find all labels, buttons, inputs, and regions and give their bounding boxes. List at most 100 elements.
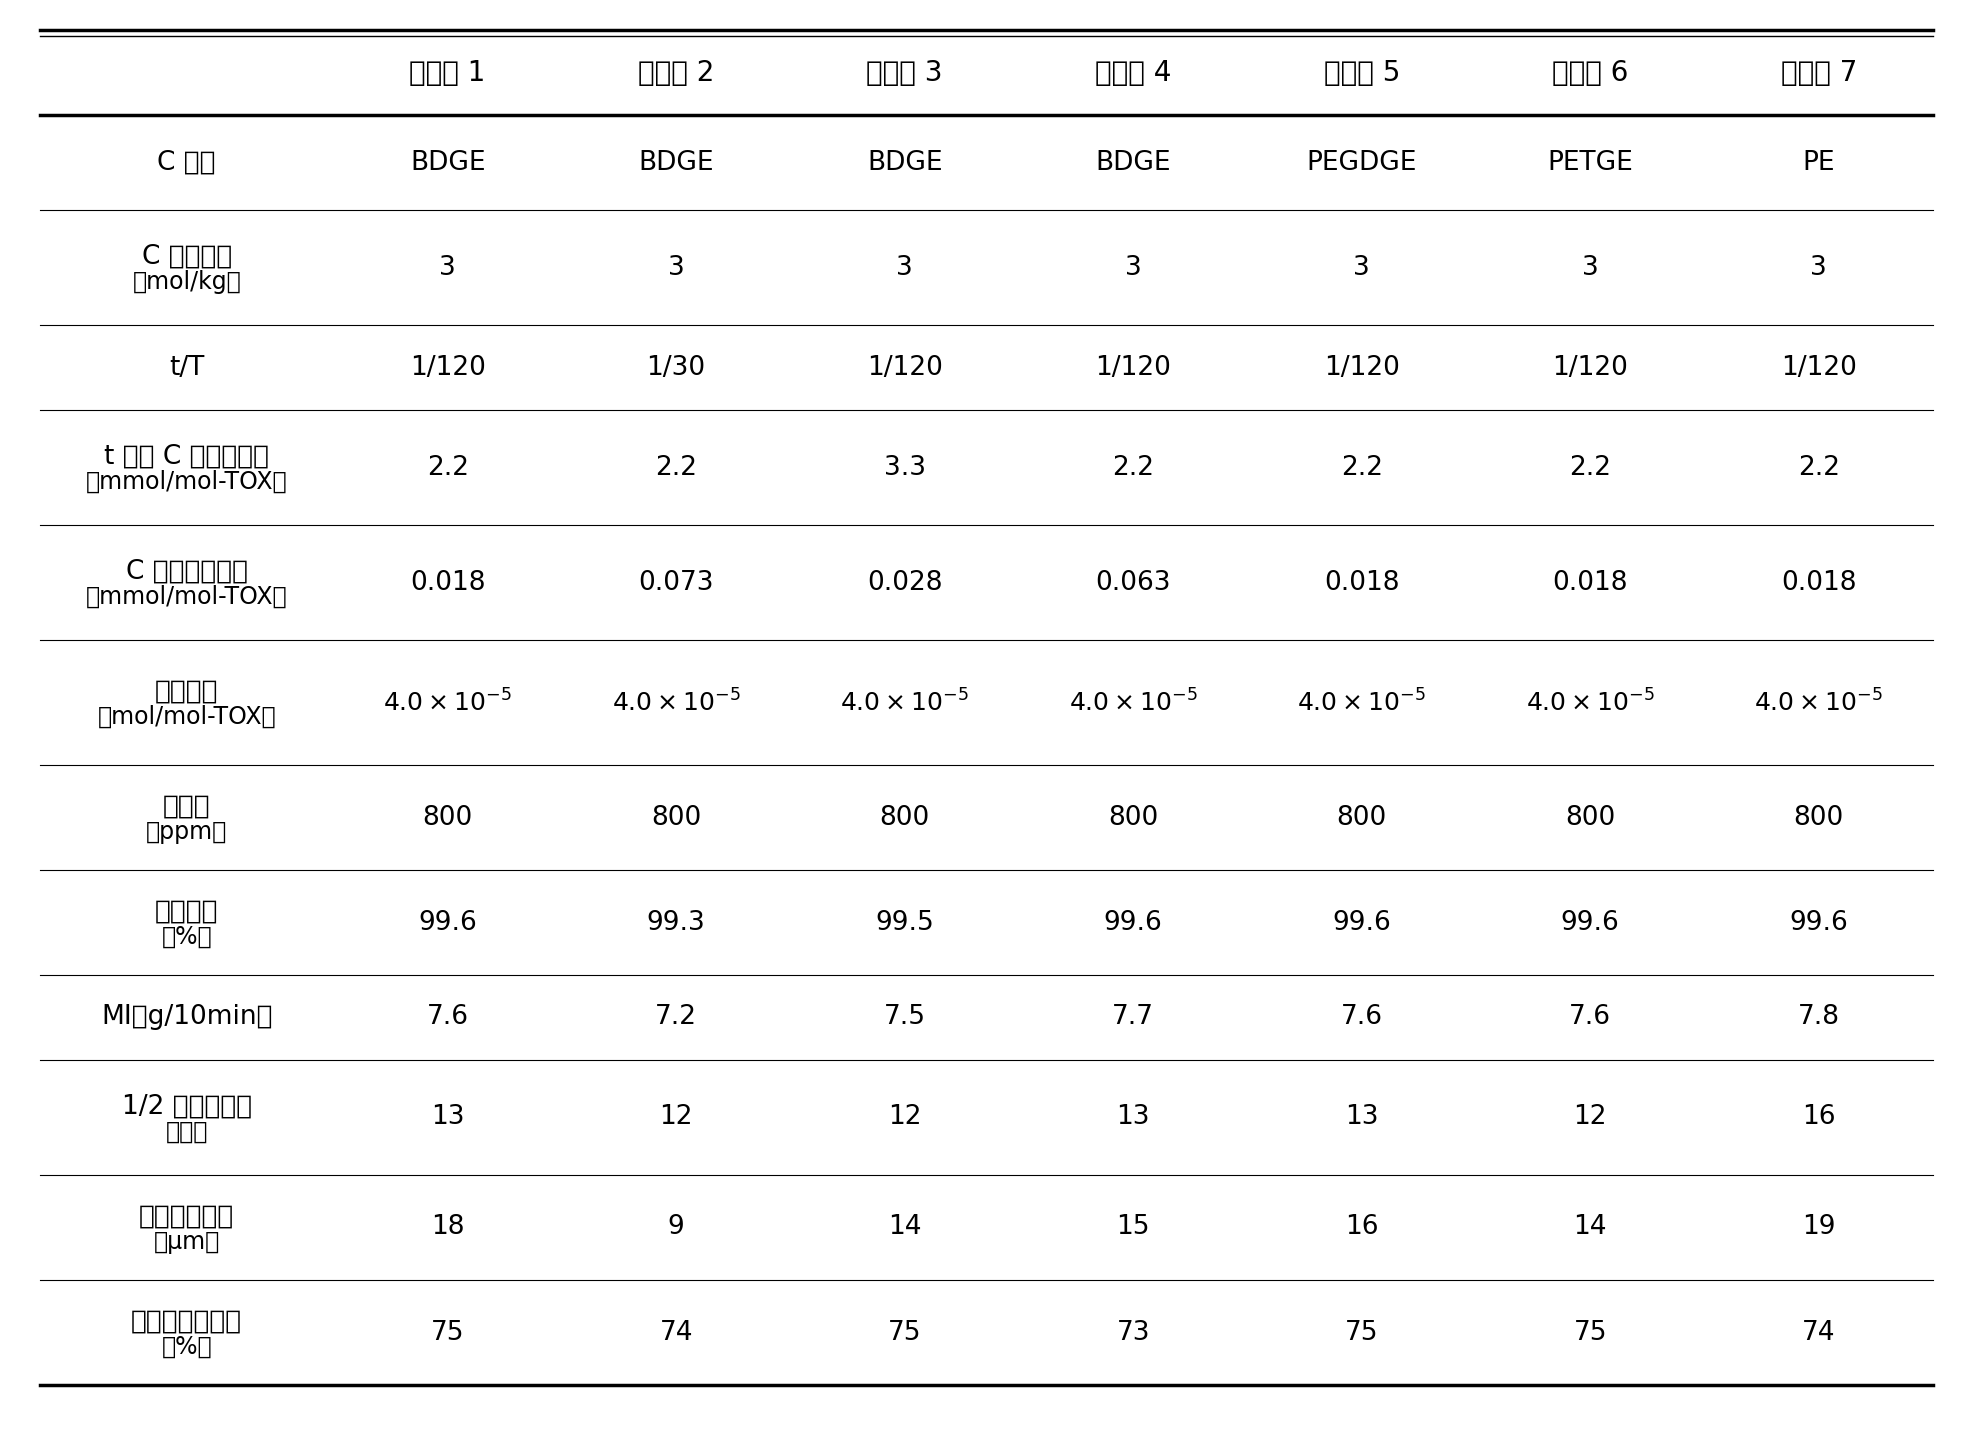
Text: 7.5: 7.5 xyxy=(884,1004,925,1031)
Text: 1/120: 1/120 xyxy=(1324,355,1399,380)
Text: 73: 73 xyxy=(1117,1320,1150,1346)
Text: （mol/kg）: （mol/kg） xyxy=(132,269,241,293)
Text: BDGE: BDGE xyxy=(866,150,943,176)
Text: 1/120: 1/120 xyxy=(410,355,485,380)
Text: 800: 800 xyxy=(651,805,700,831)
Text: 12: 12 xyxy=(888,1104,921,1131)
Text: 800: 800 xyxy=(1336,805,1387,831)
Text: 催化剂量: 催化剂量 xyxy=(156,678,219,705)
Text: 14: 14 xyxy=(1574,1214,1606,1240)
Text: 7.6: 7.6 xyxy=(1342,1004,1383,1031)
Text: 800: 800 xyxy=(880,805,929,831)
Text: 800: 800 xyxy=(1109,805,1158,831)
Text: 19: 19 xyxy=(1801,1214,1835,1240)
Text: 2.2: 2.2 xyxy=(655,455,696,480)
Text: 实施例 1: 实施例 1 xyxy=(410,59,485,86)
Text: t 内的 C 成分供给量: t 内的 C 成分供给量 xyxy=(105,443,268,469)
Text: 7.6: 7.6 xyxy=(1569,1004,1612,1031)
Text: 7.7: 7.7 xyxy=(1113,1004,1154,1031)
Text: 7.2: 7.2 xyxy=(655,1004,696,1031)
Text: （mmol/mol-TOX）: （mmol/mol-TOX） xyxy=(87,469,288,493)
Text: （%）: （%） xyxy=(162,1334,211,1358)
Text: 0.018: 0.018 xyxy=(1553,569,1628,595)
Text: （mol/mol-TOX）: （mol/mol-TOX） xyxy=(97,705,276,728)
Text: 75: 75 xyxy=(430,1320,464,1346)
Text: 99.6: 99.6 xyxy=(1561,909,1620,935)
Text: 16: 16 xyxy=(1346,1214,1379,1240)
Text: $4.0\times10^{-5}$: $4.0\times10^{-5}$ xyxy=(1298,689,1426,716)
Text: $4.0\times10^{-5}$: $4.0\times10^{-5}$ xyxy=(1525,689,1655,716)
Text: 13: 13 xyxy=(1117,1104,1150,1131)
Text: 18: 18 xyxy=(430,1214,464,1240)
Text: $4.0\times10^{-5}$: $4.0\times10^{-5}$ xyxy=(1069,689,1198,716)
Text: 聚合收率: 聚合收率 xyxy=(156,898,219,925)
Text: PETGE: PETGE xyxy=(1547,150,1634,176)
Text: 2.2: 2.2 xyxy=(1569,455,1612,480)
Text: 拉伸断裂伸长率: 拉伸断裂伸长率 xyxy=(130,1308,243,1334)
Text: 74: 74 xyxy=(659,1320,693,1346)
Text: 0.018: 0.018 xyxy=(410,569,485,595)
Text: 75: 75 xyxy=(1574,1320,1606,1346)
Text: 2.2: 2.2 xyxy=(1797,455,1839,480)
Text: （秒）: （秒） xyxy=(166,1120,207,1144)
Text: $4.0\times10^{-5}$: $4.0\times10^{-5}$ xyxy=(1754,689,1882,716)
Text: PEGDGE: PEGDGE xyxy=(1306,150,1417,176)
Text: 800: 800 xyxy=(1565,805,1616,831)
Text: 实施例 4: 实施例 4 xyxy=(1095,59,1172,86)
Text: C 成分: C 成分 xyxy=(158,150,215,176)
Text: 99.5: 99.5 xyxy=(876,909,933,935)
Text: 平均球晶大小: 平均球晶大小 xyxy=(138,1204,235,1230)
Text: 1/120: 1/120 xyxy=(1782,355,1857,380)
Text: $4.0\times10^{-5}$: $4.0\times10^{-5}$ xyxy=(383,689,513,716)
Text: 0.018: 0.018 xyxy=(1782,569,1857,595)
Text: $4.0\times10^{-5}$: $4.0\times10^{-5}$ xyxy=(840,689,969,716)
Text: 13: 13 xyxy=(1346,1104,1379,1131)
Text: C 成分总供给量: C 成分总供给量 xyxy=(126,559,249,585)
Text: 99.6: 99.6 xyxy=(1103,909,1162,935)
Text: 99.3: 99.3 xyxy=(647,909,706,935)
Text: 0.073: 0.073 xyxy=(639,569,714,595)
Text: BDGE: BDGE xyxy=(410,150,485,176)
Text: 14: 14 xyxy=(888,1214,921,1240)
Text: （mmol/mol-TOX）: （mmol/mol-TOX） xyxy=(87,585,288,609)
Text: 3: 3 xyxy=(1353,255,1369,280)
Text: （μm）: （μm） xyxy=(154,1230,219,1254)
Text: 2.2: 2.2 xyxy=(1342,455,1383,480)
Text: 12: 12 xyxy=(659,1104,693,1131)
Text: 74: 74 xyxy=(1801,1320,1835,1346)
Text: BDGE: BDGE xyxy=(1095,150,1170,176)
Text: 3: 3 xyxy=(1125,255,1142,280)
Text: 实施例 6: 实施例 6 xyxy=(1553,59,1628,86)
Text: 2.2: 2.2 xyxy=(426,455,470,480)
Text: 1/2 结晶化时间: 1/2 结晶化时间 xyxy=(122,1094,253,1120)
Text: 实施例 3: 实施例 3 xyxy=(866,59,943,86)
Text: 99.6: 99.6 xyxy=(1790,909,1849,935)
Text: 0.028: 0.028 xyxy=(866,569,943,595)
Text: 3: 3 xyxy=(667,255,685,280)
Text: 0.063: 0.063 xyxy=(1095,569,1170,595)
Text: 1/120: 1/120 xyxy=(866,355,943,380)
Text: 1/30: 1/30 xyxy=(647,355,706,380)
Text: 实施例 2: 实施例 2 xyxy=(637,59,714,86)
Text: 3: 3 xyxy=(440,255,456,280)
Text: 99.6: 99.6 xyxy=(418,909,477,935)
Text: PE: PE xyxy=(1803,150,1835,176)
Text: 9: 9 xyxy=(667,1214,685,1240)
Text: 13: 13 xyxy=(430,1104,464,1131)
Text: 3: 3 xyxy=(1582,255,1598,280)
Text: 实施例 7: 实施例 7 xyxy=(1780,59,1857,86)
Text: C 成分浓度: C 成分浓度 xyxy=(142,243,233,269)
Text: 75: 75 xyxy=(1346,1320,1379,1346)
Text: 0.018: 0.018 xyxy=(1324,569,1399,595)
Text: 3.3: 3.3 xyxy=(884,455,925,480)
Text: 7.8: 7.8 xyxy=(1797,1004,1839,1031)
Text: 16: 16 xyxy=(1801,1104,1835,1131)
Text: $4.0\times10^{-5}$: $4.0\times10^{-5}$ xyxy=(612,689,740,716)
Text: 3: 3 xyxy=(896,255,913,280)
Text: 2.2: 2.2 xyxy=(1113,455,1154,480)
Text: （%）: （%） xyxy=(162,925,211,948)
Text: 99.6: 99.6 xyxy=(1332,909,1391,935)
Text: 1/120: 1/120 xyxy=(1553,355,1628,380)
Text: 甲缩醇: 甲缩醇 xyxy=(164,794,211,819)
Text: MI（g/10min）: MI（g/10min） xyxy=(101,1004,272,1031)
